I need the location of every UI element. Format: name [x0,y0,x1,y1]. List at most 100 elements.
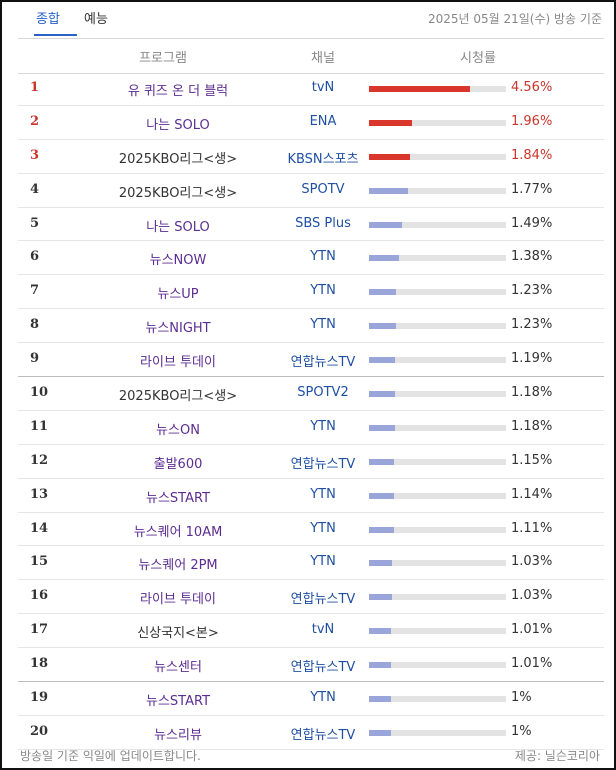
table-row: 20 뉴스리뷰 연합뉴스TV 1% [18,716,604,750]
table-row: 4 2025KBO리그<생> SPOTV 1.77% [18,174,604,208]
program-link[interactable]: 뉴스NIGHT [145,321,211,337]
channel-link[interactable]: YTN [310,317,336,333]
channel-link[interactable]: KBSN스포츠 [287,151,359,167]
rank-number: 3 [30,147,40,163]
rating-value: 1% [511,723,532,739]
rating-bar [369,696,506,703]
rating-bar-fill [369,662,391,669]
rank-number: 4 [30,181,40,197]
channel-link[interactable]: YTN [310,486,336,502]
channel-link[interactable]: ENA [309,113,337,129]
program-link[interactable]: 라이브 투데이 [140,592,216,608]
channel-link[interactable]: tvN [311,622,335,638]
data-provider: 제공: 닐슨코리아 [514,749,600,763]
rank-number: 2 [30,113,40,129]
rating-bar [369,391,506,398]
rating-bar [369,729,506,736]
rating-value: 1.77% [511,181,553,197]
column-header-program: 프로그램 [139,51,187,66]
rating-bar [369,492,506,499]
table-row: 1 유 퀴즈 온 더 블럭 tvN 4.56% [18,72,604,106]
program-link[interactable]: 뉴스센터 [154,660,202,676]
channel-link[interactable]: SPOTV [301,181,345,197]
table-row: 11 뉴스ON YTN 1.18% [18,411,604,445]
channel-link[interactable]: 연합뉴스TV [290,660,356,676]
tab-overall[interactable]: 종합 [36,12,60,27]
rating-bar-fill [369,729,391,736]
table-row: 10 2025KBO리그<생> SPOTV2 1.18% [18,377,604,411]
program-link[interactable]: 2025KBO리그<생> [118,185,238,201]
rating-bar [369,357,506,364]
rating-value: 1.11% [511,520,553,536]
program-link[interactable]: 출발600 [153,456,203,472]
rating-bar-fill [369,424,395,431]
rating-value: 1.01% [511,656,553,672]
program-link[interactable]: 2025KBO리그<생> [118,151,238,167]
rating-bar-fill [369,492,394,499]
table-row: 19 뉴스START YTN 1% [18,682,604,716]
rating-bar-fill [369,255,399,262]
table-row: 3 2025KBO리그<생> KBSN스포츠 1.84% [18,140,604,174]
program-link[interactable]: 뉴스NOW [149,253,207,269]
table-row: 14 뉴스퀘어 10AM YTN 1.11% [18,513,604,547]
rating-bar [369,628,506,635]
program-link[interactable]: 신상국지<본> [137,626,219,642]
channel-link[interactable]: YTN [310,554,336,570]
tab-bar: 종합 예능 2025년 05월 21일(수) 방송 기준 [18,2,604,39]
channel-link[interactable]: SBS Plus [295,215,351,231]
rating-value: 1.14% [511,486,553,502]
rating-value: 1.18% [511,385,553,401]
rank-number: 16 [30,588,49,604]
rank-number: 8 [30,317,40,333]
program-link[interactable]: 뉴스리뷰 [154,727,202,743]
channel-link[interactable]: tvN [311,80,335,95]
channel-link[interactable]: 연합뉴스TV [290,727,356,743]
table-header: 프로그램 채널 시청률 [18,38,604,74]
program-link[interactable]: 뉴스퀘어 2PM [138,558,218,574]
program-link[interactable]: 2025KBO리그<생> [118,389,238,405]
program-link[interactable]: 뉴스UP [157,287,199,303]
channel-link[interactable]: 연합뉴스TV [290,355,356,371]
rank-number: 1 [30,80,40,95]
channel-link[interactable]: SPOTV2 [297,385,349,401]
rating-bar [369,187,506,194]
channel-link[interactable]: 연합뉴스TV [290,456,356,472]
rating-bar-fill [369,357,395,364]
rank-number: 20 [30,723,49,739]
channel-link[interactable]: YTN [310,283,336,299]
program-link[interactable]: 라이브 투데이 [140,355,216,371]
channel-link[interactable]: YTN [310,418,336,434]
program-link[interactable]: 뉴스START [145,694,211,710]
channel-link[interactable]: YTN [310,520,336,536]
rating-bar-fill [369,86,470,92]
program-link[interactable]: 뉴스퀘어 10AM [133,524,223,540]
program-link[interactable]: 뉴스START [145,490,211,506]
tab-entertainment[interactable]: 예능 [84,12,108,27]
rating-value: 1.03% [511,588,553,604]
update-notice: 방송일 기준 익일에 업데이트합니다. [20,749,201,763]
table-row: 18 뉴스센터 연합뉴스TV 1.01% [18,648,604,683]
rating-bar [369,255,506,262]
rating-value: 4.56% [511,80,553,95]
program-link[interactable]: 유 퀴즈 온 더 블럭 [127,84,229,99]
rating-bar-fill [369,628,391,635]
program-link[interactable]: 나는 SOLO [146,219,210,235]
program-link[interactable]: 나는 SOLO [146,117,210,133]
rating-bar [369,153,506,160]
rating-value: 1.23% [511,317,553,333]
rating-bar-fill [369,594,392,601]
channel-link[interactable]: YTN [310,690,336,706]
rating-bar [369,560,506,567]
table-row: 5 나는 SOLO SBS Plus 1.49% [18,208,604,242]
channel-link[interactable]: 연합뉴스TV [290,592,356,608]
rank-number: 9 [30,351,40,367]
rank-number: 6 [30,249,40,265]
table-row: 16 라이브 투데이 연합뉴스TV 1.03% [18,580,604,615]
program-link[interactable]: 뉴스ON [156,422,200,438]
channel-link[interactable]: YTN [310,249,336,265]
rating-value: 1.01% [511,622,553,638]
table-row: 12 출발600 연합뉴스TV 1.15% [18,445,604,479]
column-header-channel: 채널 [311,51,335,66]
